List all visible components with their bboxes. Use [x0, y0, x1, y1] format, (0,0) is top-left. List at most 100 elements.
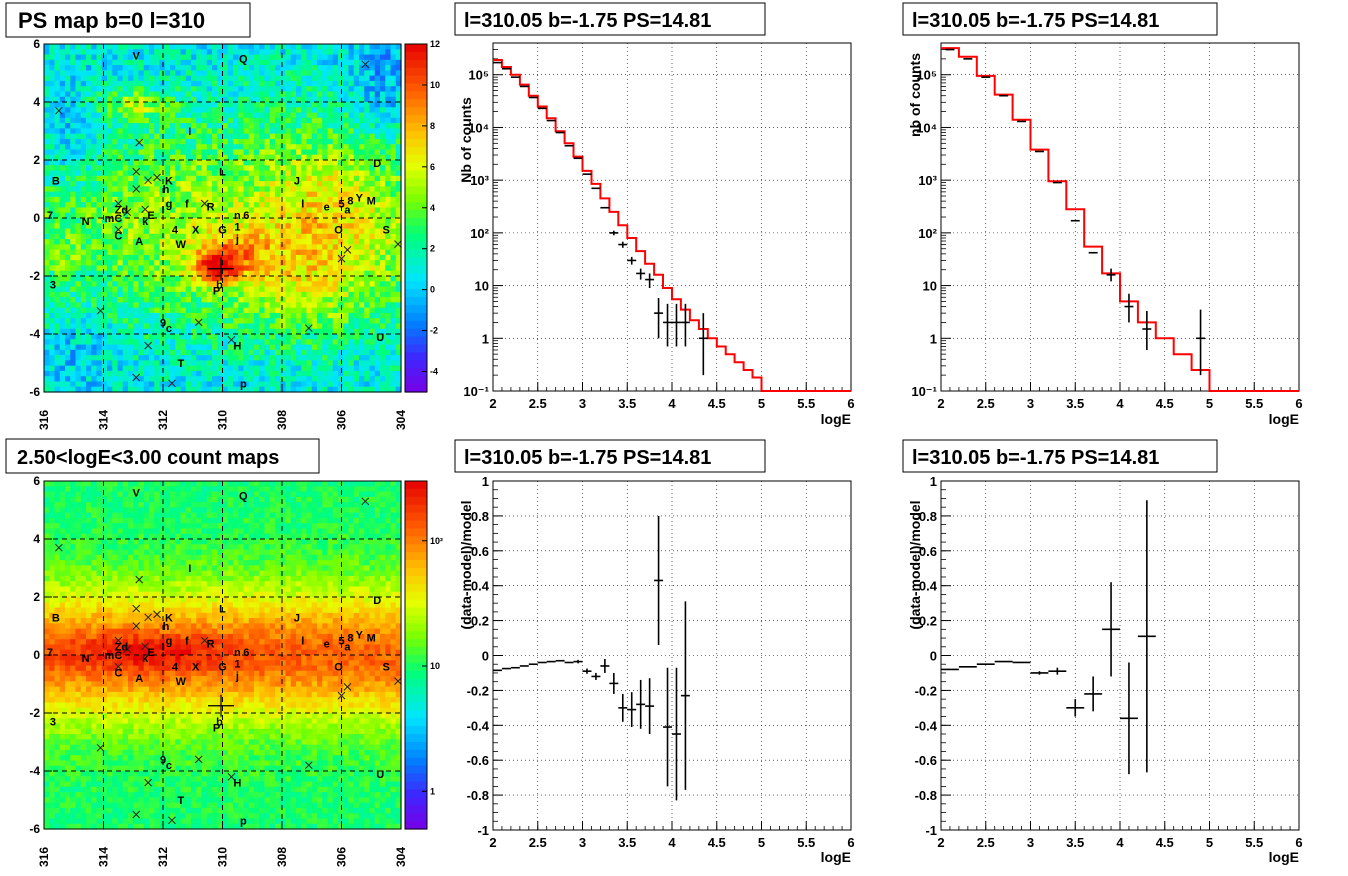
heatmap-cell	[348, 276, 355, 282]
heatmap-cell	[128, 128, 134, 135]
heatmap-cell	[101, 291, 108, 298]
heatmap-cell	[196, 276, 203, 282]
heatmap-cell	[217, 376, 224, 383]
heatmap-cell	[359, 144, 365, 151]
heatmap-cell	[311, 175, 318, 182]
heatmap-cell	[201, 91, 208, 98]
heatmap-cell	[254, 196, 260, 203]
heatmap-cell	[54, 112, 61, 119]
heatmap-cell	[348, 318, 355, 325]
heatmap-cell	[185, 244, 192, 251]
heatmap-cell	[122, 276, 129, 282]
heatmap-cell	[201, 212, 208, 219]
heatmap-cell	[385, 312, 392, 319]
heatmap-cell	[311, 75, 318, 82]
heatmap-cell	[196, 265, 203, 272]
heatmap-cell	[369, 102, 376, 108]
heatmap-cell	[348, 138, 355, 145]
heatmap-cell	[364, 265, 371, 272]
heatmap-cell	[290, 65, 297, 71]
heatmap-cell	[170, 70, 176, 77]
heatmap-cell	[380, 339, 386, 346]
heatmap-cell	[290, 191, 297, 198]
source-cross-marker	[123, 208, 132, 217]
heatmap-cell	[65, 370, 71, 377]
heatmap-cell	[122, 328, 129, 335]
heatmap-cell	[44, 586, 50, 593]
heatmap-cell	[122, 133, 129, 140]
heatmap-cell	[128, 102, 134, 108]
heatmap-cell	[75, 365, 82, 372]
heatmap-cell	[96, 276, 103, 282]
heatmap-cell	[380, 75, 386, 82]
heatmap-cell	[322, 349, 329, 356]
heatmap-cell	[65, 207, 71, 214]
heatmap-cell	[70, 170, 77, 177]
heatmap-cell	[59, 297, 66, 303]
heatmap-cell	[248, 334, 255, 340]
heatmap-cell	[138, 196, 145, 203]
heatmap-cell	[180, 80, 187, 87]
heatmap-cell	[107, 91, 113, 98]
heatmap-cell	[86, 249, 92, 256]
heatmap-cell	[338, 276, 344, 282]
heatmap-cell	[296, 117, 302, 124]
heatmap-cell	[233, 260, 239, 267]
heatmap-cell	[70, 254, 77, 261]
heatmap-cell	[238, 175, 245, 182]
heatmap-cell	[65, 486, 71, 493]
heatmap-cell	[96, 49, 103, 56]
heatmap-cell	[264, 276, 271, 282]
heatmap-cell	[143, 254, 150, 261]
heatmap-cell	[217, 59, 224, 66]
heatmap-cell	[380, 181, 386, 187]
colorbar-segment	[405, 360, 427, 369]
heatmap-cell	[359, 302, 365, 309]
heatmap-cell	[369, 107, 376, 114]
heatmap-cell	[44, 281, 50, 288]
map-x-tick-label: 308	[275, 410, 289, 430]
heatmap-cell	[122, 112, 129, 119]
heatmap-cell	[44, 686, 50, 693]
heatmap-cell	[317, 376, 323, 383]
heatmap-cell	[170, 107, 176, 114]
heatmap-cell	[317, 133, 323, 140]
heatmap-cell	[65, 792, 71, 798]
heatmap-cell	[311, 196, 318, 203]
heatmap-cell	[75, 70, 82, 77]
heatmap-cell	[395, 307, 402, 314]
heatmap-cell	[275, 181, 281, 187]
heatmap-cell	[54, 370, 61, 377]
colorbar-segment	[405, 115, 427, 124]
heatmap-cell	[59, 665, 66, 672]
heatmap-cell	[75, 212, 82, 219]
heatmap-cell	[133, 349, 140, 356]
heatmap-cell	[122, 376, 129, 383]
heatmap-cell	[248, 165, 255, 172]
heatmap-cell	[380, 376, 386, 383]
heatmap-cell	[227, 86, 234, 93]
map-top-title: PS map b=0 l=310	[18, 8, 205, 33]
heatmap-cell	[96, 307, 103, 314]
heatmap-cell	[327, 138, 334, 145]
heatmap-cell	[385, 149, 392, 156]
heatmap-cell	[390, 80, 397, 87]
heatmap-cell	[390, 265, 397, 272]
heatmap-cell	[254, 207, 260, 214]
heatmap-cell	[264, 202, 271, 209]
heatmap-cell	[101, 80, 108, 87]
heatmap-cell	[54, 760, 61, 767]
heatmap-cell	[290, 312, 297, 319]
heatmap-cell	[49, 307, 56, 314]
heatmap-cell	[222, 65, 229, 71]
heatmap-cell	[54, 80, 61, 87]
heatmap-cell	[290, 323, 297, 330]
heatmap-cell	[143, 144, 150, 151]
heatmap-cell	[143, 191, 150, 198]
heatmap-cell	[49, 623, 56, 630]
heatmap-cell	[206, 334, 213, 340]
colorbar-segment	[405, 225, 427, 235]
heatmap-cell	[322, 54, 329, 61]
heatmap-cell	[159, 276, 166, 282]
heatmap-cell	[143, 376, 150, 383]
